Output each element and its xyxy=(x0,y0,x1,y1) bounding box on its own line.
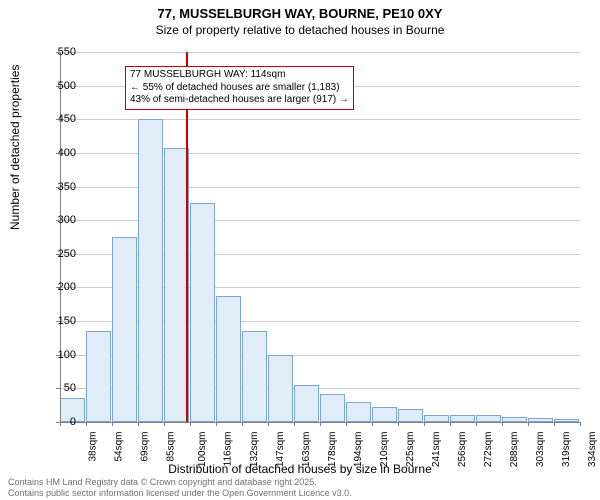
x-tick-mark xyxy=(190,422,191,426)
x-tick-mark xyxy=(138,422,139,426)
y-tick-mark xyxy=(56,153,60,154)
x-tick-label: 69sqm xyxy=(140,432,151,462)
y-tick-mark xyxy=(56,321,60,322)
chart-title: 77, MUSSELBURGH WAY, BOURNE, PE10 0XY xyxy=(0,0,600,21)
x-tick-mark xyxy=(346,422,347,426)
annotation-box: 77 MUSSELBURGH WAY: 114sqm ← 55% of deta… xyxy=(125,66,354,110)
x-tick-mark xyxy=(164,422,165,426)
x-tick-mark xyxy=(398,422,399,426)
chart-subtitle: Size of property relative to detached ho… xyxy=(0,21,600,41)
y-tick-label: 100 xyxy=(58,349,76,361)
histogram-bar xyxy=(424,415,449,422)
x-tick-mark xyxy=(476,422,477,426)
x-tick-mark xyxy=(60,422,61,426)
y-tick-label: 50 xyxy=(64,382,76,394)
footer-attribution: Contains HM Land Registry data © Crown c… xyxy=(8,477,352,498)
x-tick-mark xyxy=(502,422,503,426)
x-tick-mark xyxy=(268,422,269,426)
y-tick-mark xyxy=(56,355,60,356)
x-tick-label: 85sqm xyxy=(166,432,177,462)
y-tick-mark xyxy=(56,86,60,87)
y-tick-label: 300 xyxy=(58,214,76,226)
histogram-bar xyxy=(398,409,423,422)
y-tick-label: 400 xyxy=(58,147,76,159)
footer-line1: Contains HM Land Registry data © Crown c… xyxy=(8,477,352,487)
y-tick-mark xyxy=(56,254,60,255)
histogram-bar xyxy=(346,402,371,422)
x-tick-mark xyxy=(86,422,87,426)
x-tick-mark xyxy=(112,422,113,426)
x-axis-label: Distribution of detached houses by size … xyxy=(0,462,600,476)
footer-line2: Contains public sector information licen… xyxy=(8,488,352,498)
y-tick-label: 500 xyxy=(58,80,76,92)
histogram-bar xyxy=(372,407,397,422)
x-tick-mark xyxy=(424,422,425,426)
y-tick-mark xyxy=(56,119,60,120)
histogram-bar xyxy=(242,331,267,422)
x-tick-label: 54sqm xyxy=(114,432,125,462)
y-axis-label: Number of detached properties xyxy=(8,65,22,230)
y-tick-mark xyxy=(56,220,60,221)
histogram-bar xyxy=(190,203,215,422)
y-axis-line xyxy=(60,52,61,422)
y-tick-label: 0 xyxy=(70,416,76,428)
histogram-bar xyxy=(476,415,501,422)
x-tick-mark xyxy=(528,422,529,426)
x-tick-mark xyxy=(450,422,451,426)
y-tick-label: 550 xyxy=(58,46,76,58)
x-tick-mark xyxy=(554,422,555,426)
histogram-bar xyxy=(320,394,345,422)
annotation-line1: 77 MUSSELBURGH WAY: 114sqm xyxy=(130,69,349,82)
histogram-bar xyxy=(216,296,241,422)
x-tick-mark xyxy=(320,422,321,426)
histogram-bar xyxy=(112,237,137,422)
y-tick-label: 450 xyxy=(58,113,76,125)
x-tick-mark xyxy=(294,422,295,426)
histogram-bar xyxy=(450,415,475,422)
plot-area: 77 MUSSELBURGH WAY: 114sqm ← 55% of deta… xyxy=(60,52,580,422)
histogram-bar xyxy=(294,385,319,422)
y-tick-mark xyxy=(56,52,60,53)
y-tick-label: 350 xyxy=(58,181,76,193)
y-tick-label: 200 xyxy=(58,281,76,293)
histogram-bar xyxy=(138,119,163,422)
x-tick-label: 38sqm xyxy=(88,432,99,462)
x-tick-mark xyxy=(216,422,217,426)
x-tick-mark xyxy=(372,422,373,426)
annotation-line2: ← 55% of detached houses are smaller (1,… xyxy=(130,82,349,95)
x-tick-mark xyxy=(580,422,581,426)
y-tick-label: 250 xyxy=(58,248,76,260)
y-tick-mark xyxy=(56,187,60,188)
y-tick-mark xyxy=(56,388,60,389)
histogram-bar xyxy=(268,355,293,422)
x-tick-mark xyxy=(242,422,243,426)
y-tick-label: 150 xyxy=(58,315,76,327)
y-tick-mark xyxy=(56,287,60,288)
histogram-bar xyxy=(86,331,111,422)
chart-container: 77, MUSSELBURGH WAY, BOURNE, PE10 0XY Si… xyxy=(0,0,600,500)
annotation-line3: 43% of semi-detached houses are larger (… xyxy=(130,94,349,107)
